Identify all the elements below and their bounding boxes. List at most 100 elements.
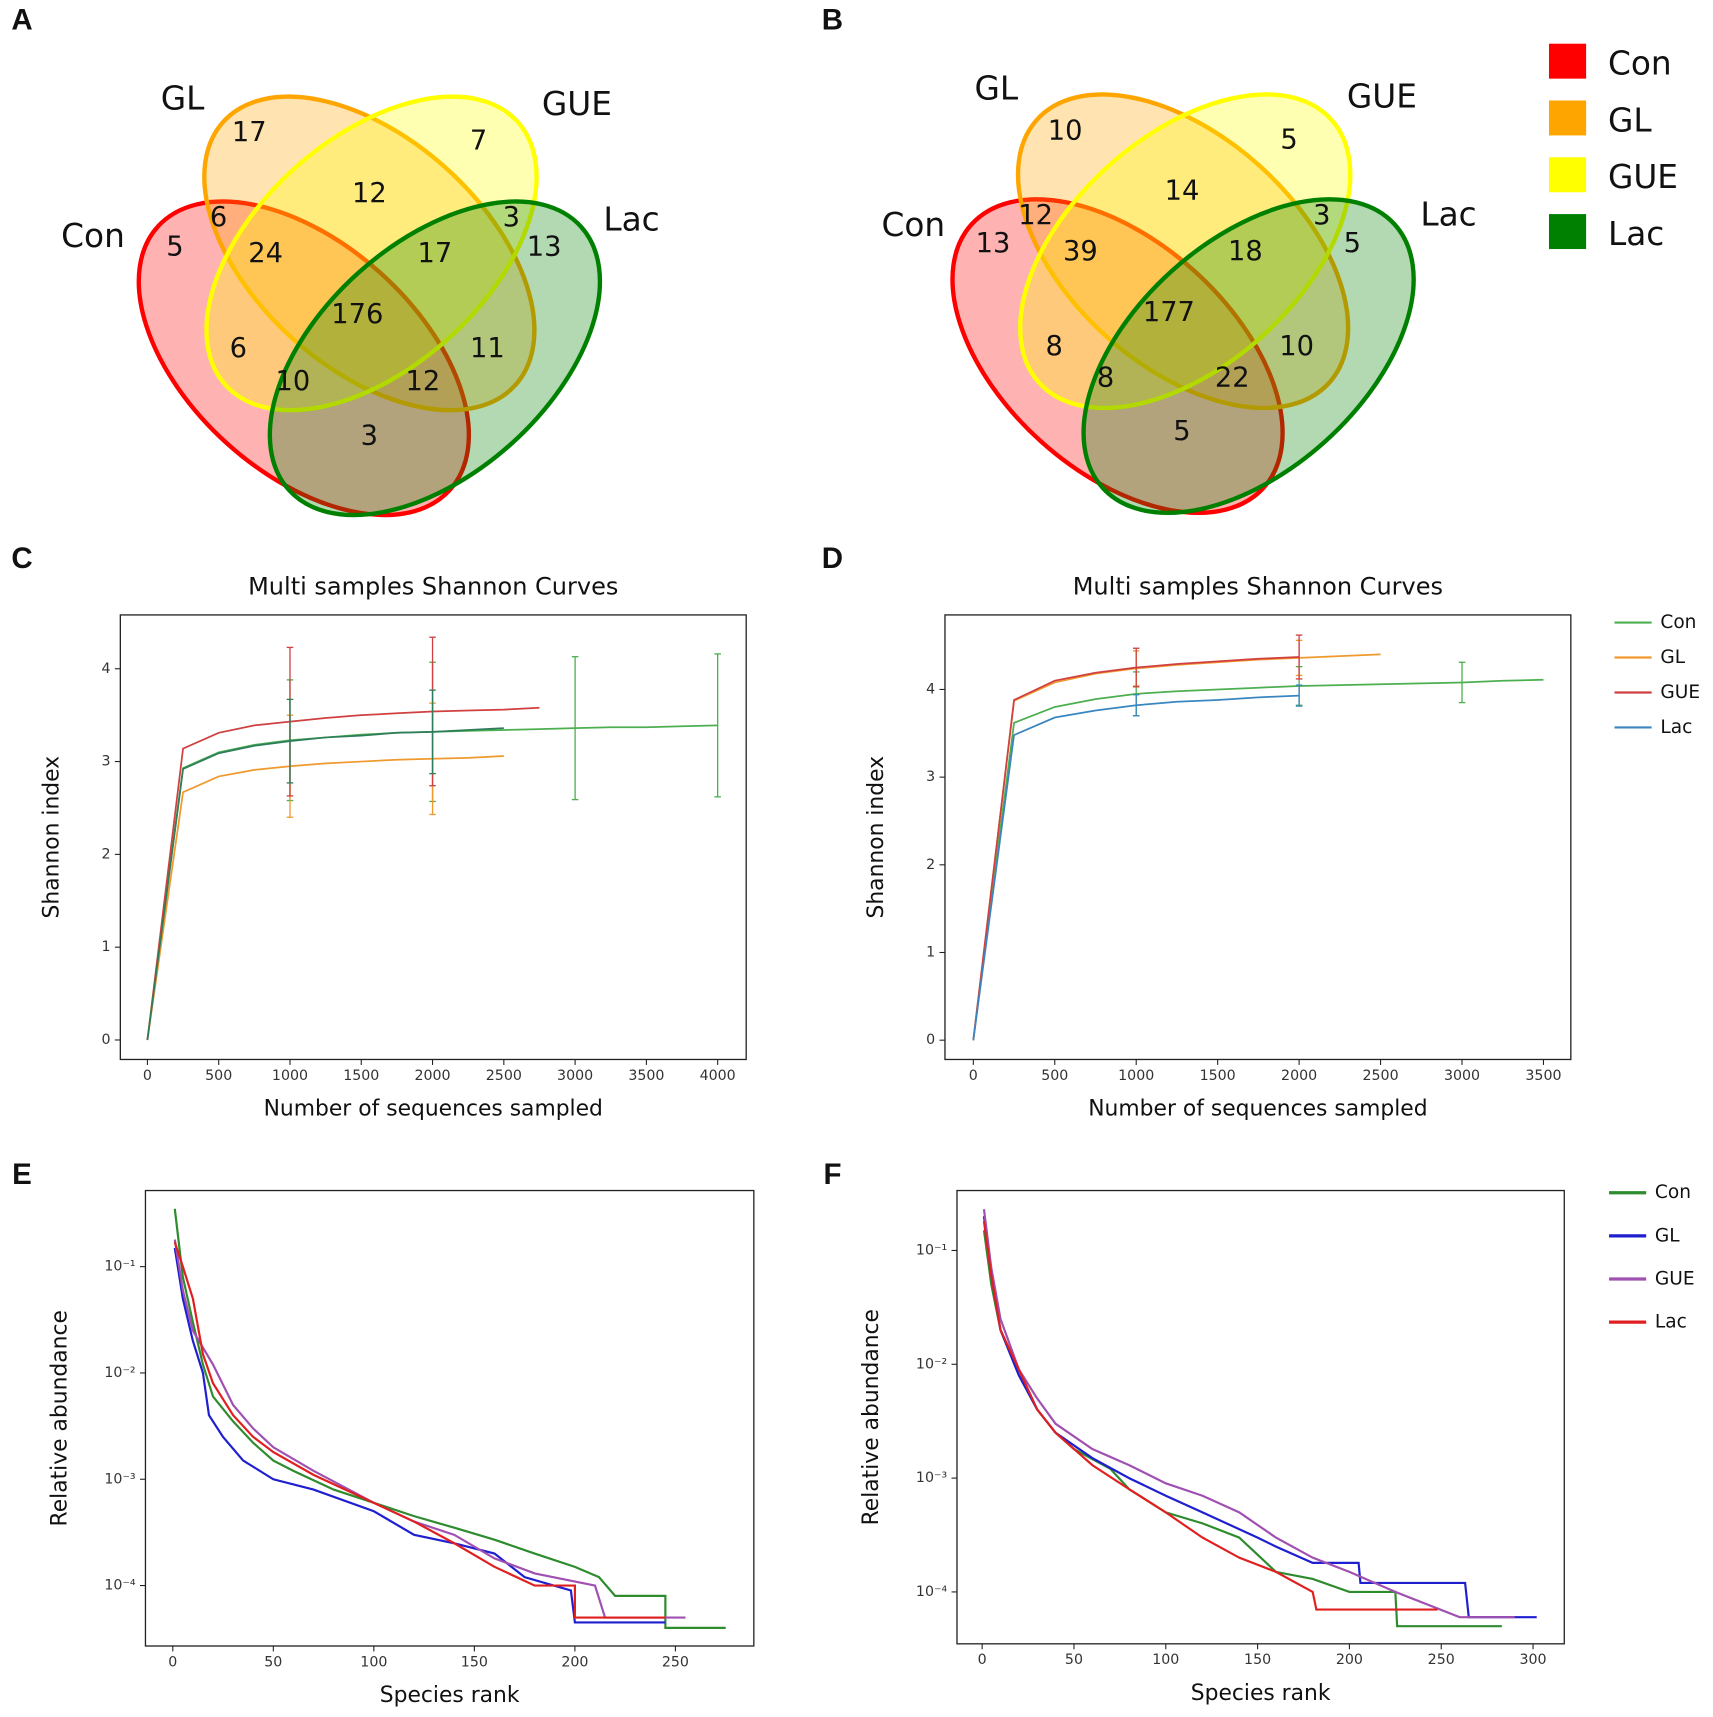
venn-count: 3 <box>503 202 520 233</box>
venn-count: 12 <box>352 178 387 209</box>
venn-count: 13 <box>976 228 1011 259</box>
venn-set-label: Lac <box>603 201 659 239</box>
venn-count: 7 <box>470 125 487 156</box>
venn-set-area <box>1081 197 1416 516</box>
y-tick-label: 2 <box>101 846 110 862</box>
series-line <box>972 653 1381 1041</box>
series-line <box>146 755 504 1041</box>
error-bar <box>429 689 436 775</box>
x-tick-label: 500 <box>205 1068 232 1084</box>
x-tick-label: 50 <box>264 1654 282 1670</box>
venn-count: 177 <box>1143 297 1195 328</box>
legend-label: Lac <box>1660 717 1692 738</box>
y-tick-label: 4 <box>926 681 935 697</box>
chart-title: Multi samples Shannon Curves <box>248 573 618 601</box>
venn-set-label: Con <box>881 206 945 244</box>
plot-frame <box>956 1189 1565 1645</box>
venn-set-label: GL <box>974 70 1018 108</box>
error-bar <box>1132 647 1140 688</box>
series-line <box>173 1247 666 1624</box>
x-tick-label: 3000 <box>557 1068 593 1084</box>
y-tick-label: 10⁻¹ <box>104 1259 135 1275</box>
x-tick-label: 2500 <box>1363 1068 1399 1084</box>
x-tick-label: 1500 <box>343 1068 379 1084</box>
error-bar <box>286 698 294 784</box>
x-tick-label: 50 <box>1065 1652 1083 1668</box>
venn-count: 12 <box>1018 200 1053 231</box>
error-bar <box>714 653 721 798</box>
legend-label: Con <box>1655 1182 1691 1203</box>
y-tick-label: 10⁻² <box>916 1356 947 1372</box>
y-tick-label: 10⁻¹ <box>916 1242 947 1258</box>
series-line <box>173 1241 666 1619</box>
x-axis-label: Number of sequences sampled <box>1088 1097 1427 1122</box>
venn-count: 13 <box>527 231 562 262</box>
legend-label: GUE <box>1660 682 1700 703</box>
chart-title: Multi samples Shannon Curves <box>1073 573 1443 601</box>
legend-swatch <box>1548 100 1587 136</box>
error-bar <box>1295 634 1303 680</box>
series-line <box>146 727 504 1041</box>
y-tick-label: 10⁻⁴ <box>104 1578 136 1594</box>
legend-label: GL <box>1608 101 1652 139</box>
x-tick-label: 500 <box>1041 1068 1068 1084</box>
panel-letter: E <box>12 1158 32 1191</box>
venn-count: 10 <box>1048 116 1083 147</box>
x-axis-label: Species rank <box>1191 1681 1331 1706</box>
x-axis-label: Species rank <box>380 1683 520 1708</box>
series-line <box>982 1221 1438 1611</box>
legend-swatch <box>1548 214 1587 250</box>
venn-count: 10 <box>276 366 311 397</box>
plot-frame <box>944 614 1572 1061</box>
venn-count: 6 <box>210 202 227 233</box>
y-tick-label: 4 <box>101 661 110 677</box>
plot-frame <box>119 614 747 1061</box>
series-line <box>982 1216 1537 1619</box>
x-tick-label: 200 <box>561 1654 588 1670</box>
x-tick-label: 4000 <box>700 1068 736 1084</box>
x-tick-label: 150 <box>461 1654 488 1670</box>
venn-set-area <box>204 94 539 413</box>
error-bar <box>571 656 579 801</box>
venn-count: 24 <box>248 238 283 269</box>
legend-label: Con <box>1660 612 1696 633</box>
venn-count: 5 <box>166 231 183 262</box>
venn-count: 11 <box>470 333 505 364</box>
venn-count: 8 <box>1097 363 1114 394</box>
y-axis-label: Relative abundance <box>47 1310 72 1526</box>
legend-label: GL <box>1660 647 1685 668</box>
panel-letter: B <box>822 4 843 37</box>
y-tick-label: 10⁻³ <box>104 1471 135 1487</box>
x-tick-label: 150 <box>1244 1652 1271 1668</box>
series-line <box>173 1239 686 1619</box>
x-tick-label: 300 <box>1520 1652 1547 1668</box>
x-axis-label: Number of sequences sampled <box>264 1097 603 1122</box>
x-tick-label: 3500 <box>628 1068 664 1084</box>
x-tick-label: 250 <box>662 1654 689 1670</box>
series-line <box>146 706 540 1041</box>
venn-set-area <box>267 199 603 518</box>
x-tick-label: 0 <box>978 1652 987 1668</box>
venn-count: 3 <box>1313 200 1330 231</box>
x-tick-label: 1000 <box>272 1068 308 1084</box>
y-tick-label: 2 <box>926 857 935 873</box>
venn-set-area <box>136 199 472 518</box>
x-tick-label: 3000 <box>1444 1068 1480 1084</box>
legend-label: GUE <box>1608 158 1678 196</box>
x-tick-label: 2000 <box>1281 1068 1317 1084</box>
venn-set-label: GUE <box>542 85 612 123</box>
error-bar <box>1132 694 1140 717</box>
series-line <box>982 1209 1515 1619</box>
x-tick-label: 250 <box>1428 1652 1455 1668</box>
venn-set-label: GUE <box>1347 77 1417 115</box>
x-tick-label: 200 <box>1336 1652 1363 1668</box>
legend-label: GL <box>1655 1225 1680 1246</box>
y-axis-label: Shannon index <box>864 756 889 919</box>
y-tick-label: 1 <box>101 939 110 955</box>
venn-count: 17 <box>418 238 453 269</box>
legend-label: GUE <box>1655 1269 1695 1290</box>
y-axis-label: Relative abundance <box>859 1309 884 1525</box>
legend-swatch <box>1548 157 1587 193</box>
venn-count: 39 <box>1063 236 1098 267</box>
